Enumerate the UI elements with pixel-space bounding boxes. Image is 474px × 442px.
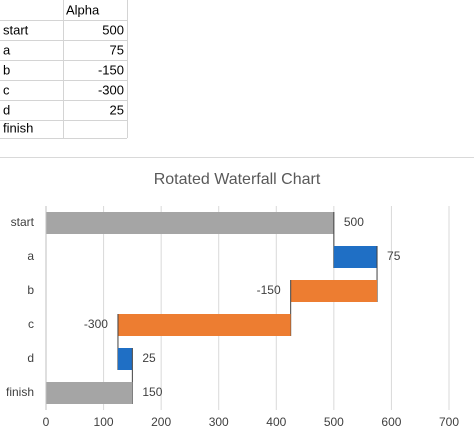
value-label: 75 (387, 249, 401, 263)
row-label: finish (3, 120, 33, 135)
x-tick-label: 0 (43, 415, 50, 429)
bar (46, 382, 133, 404)
bar (117, 314, 291, 336)
sheet-grid (0, 0, 128, 139)
x-tick-label: 500 (324, 415, 344, 429)
y-tick-label: finish (6, 385, 34, 399)
row-label: d (3, 102, 10, 117)
y-tick-label: a (27, 249, 34, 263)
row-label: b (3, 62, 10, 77)
cell-value: -300 (98, 82, 124, 97)
x-tick-label: 300 (209, 415, 229, 429)
value-label: -150 (257, 283, 281, 297)
cell-value: 75 (110, 42, 124, 57)
row-label: c (3, 82, 10, 97)
chart-title: Rotated Waterfall Chart (154, 171, 321, 188)
y-tick-label: c (28, 317, 34, 331)
bar (290, 280, 378, 302)
x-tick-label: 200 (151, 415, 171, 429)
bar (46, 212, 334, 234)
cell-value: 25 (110, 102, 124, 117)
y-tick-label: start (11, 215, 35, 229)
y-tick-label: d (27, 351, 34, 365)
x-tick-label: 100 (94, 415, 114, 429)
x-tick-label: 400 (266, 415, 286, 429)
x-tick-label: 700 (439, 415, 459, 429)
y-tick-label: b (27, 283, 34, 297)
value-label: 150 (142, 385, 162, 399)
value-label: 25 (142, 351, 156, 365)
bar (333, 246, 378, 268)
value-label: 500 (344, 215, 364, 229)
row-label: start (3, 22, 29, 37)
bar (117, 348, 133, 370)
row-label: a (3, 42, 11, 57)
cell-value: 500 (102, 22, 124, 37)
value-label: -300 (84, 317, 108, 331)
x-tick-label: 600 (381, 415, 401, 429)
cell-value: -150 (98, 62, 124, 77)
column-header: Alpha (66, 2, 100, 17)
